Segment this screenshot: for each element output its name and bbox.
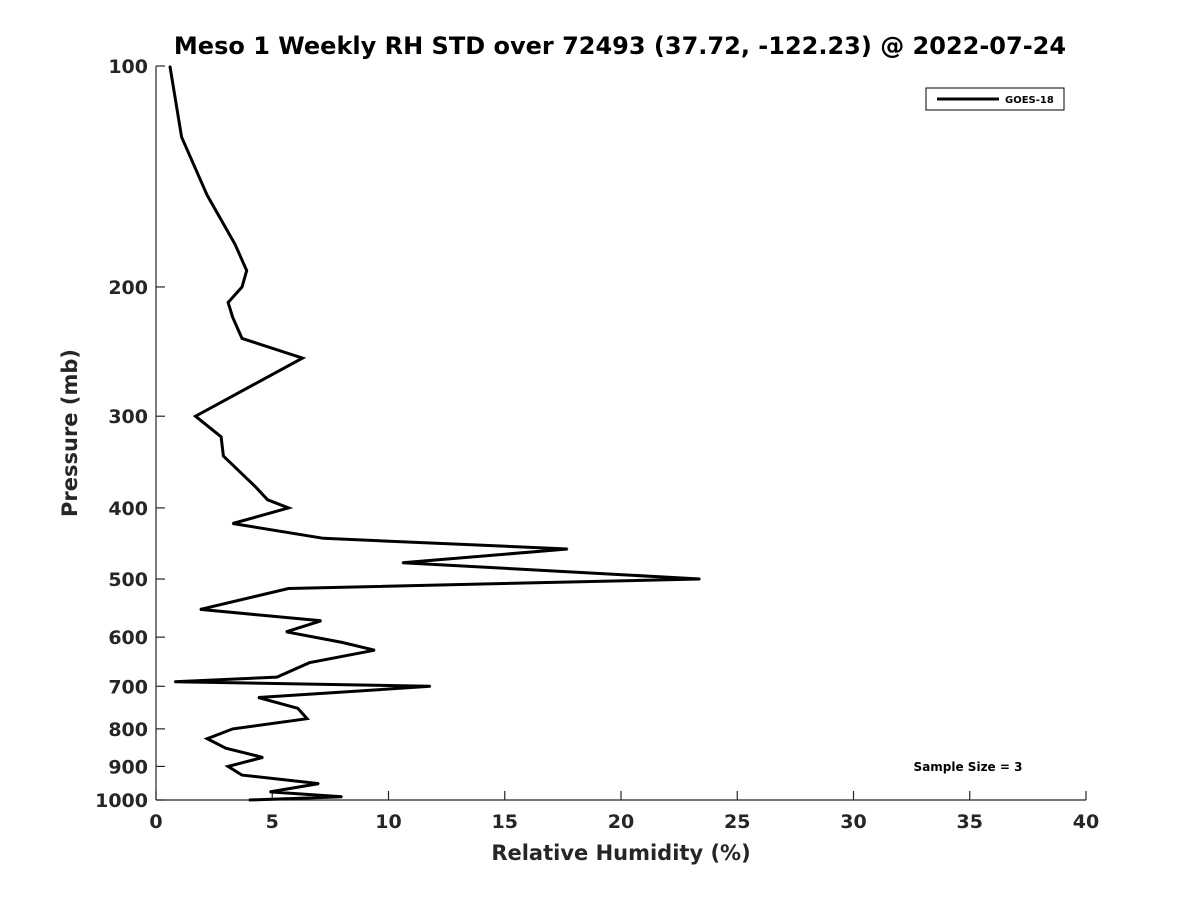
data-point bbox=[429, 685, 432, 688]
data-point bbox=[245, 269, 248, 272]
data-point bbox=[173, 680, 176, 683]
y-ticks: 100 200 300 400 500 600 700 800 900 1000 bbox=[95, 56, 165, 812]
x-axis-label: Relative Humidity (%) bbox=[491, 841, 750, 865]
x-tick-label: 25 bbox=[724, 811, 750, 833]
data-point bbox=[169, 65, 171, 67]
legend: GOES-18 bbox=[925, 87, 1065, 111]
y-tick-label: 300 bbox=[108, 406, 148, 428]
y-tick-label: 900 bbox=[108, 756, 148, 778]
data-point bbox=[225, 747, 227, 749]
data-point bbox=[241, 337, 243, 340]
x-tick-label: 15 bbox=[492, 811, 518, 833]
series-line-goes-18 bbox=[168, 65, 701, 802]
data-point bbox=[194, 415, 197, 418]
data-point bbox=[301, 357, 304, 359]
data-point bbox=[322, 537, 325, 540]
chart-title: Meso 1 Weekly RH STD over 72493 (37.72, … bbox=[174, 32, 1066, 60]
y-tick-label: 100 bbox=[108, 56, 148, 78]
data-point bbox=[180, 136, 183, 138]
data-point bbox=[231, 522, 234, 525]
data-point bbox=[222, 455, 225, 457]
data-point bbox=[266, 499, 269, 501]
data-point bbox=[231, 728, 234, 730]
data-point bbox=[234, 243, 236, 246]
legend-label-goes-18: GOES-18 bbox=[1005, 95, 1054, 106]
data-point bbox=[287, 587, 290, 590]
data-point bbox=[699, 578, 701, 580]
x-tick-label: 30 bbox=[840, 811, 866, 833]
data-point bbox=[373, 649, 376, 651]
data-point bbox=[241, 286, 243, 288]
y-tick-label: 700 bbox=[108, 676, 148, 698]
y-tick-label: 400 bbox=[108, 498, 148, 520]
sample-size-annotation: Sample Size = 3 bbox=[914, 760, 1023, 774]
data-point bbox=[297, 707, 299, 710]
data-point bbox=[220, 436, 222, 438]
data-point bbox=[199, 608, 201, 611]
y-tick-label: 1000 bbox=[95, 790, 148, 812]
y-tick-label: 800 bbox=[108, 719, 148, 741]
data-point bbox=[241, 774, 243, 776]
y-tick-label: 500 bbox=[108, 569, 148, 591]
x-tick-label: 5 bbox=[266, 811, 279, 833]
data-point bbox=[262, 756, 264, 759]
data-point bbox=[566, 548, 569, 550]
data-point bbox=[320, 620, 322, 622]
data-point bbox=[227, 765, 229, 768]
data-point bbox=[285, 631, 288, 633]
series-layer bbox=[168, 65, 701, 802]
data-point bbox=[401, 561, 404, 564]
data-point bbox=[269, 791, 271, 793]
x-ticks: 0 5 10 15 20 25 30 35 40 bbox=[149, 791, 1099, 833]
data-point bbox=[306, 717, 308, 720]
data-point bbox=[257, 696, 260, 699]
data-point bbox=[227, 301, 229, 304]
x-tick-label: 0 bbox=[149, 811, 162, 833]
x-tick-label: 10 bbox=[375, 811, 401, 833]
data-point bbox=[308, 661, 311, 664]
data-point bbox=[255, 486, 257, 489]
data-point bbox=[248, 799, 250, 801]
data-point bbox=[206, 737, 208, 740]
data-point bbox=[231, 316, 234, 319]
data-point bbox=[318, 782, 320, 785]
data-point bbox=[276, 676, 278, 678]
data-point bbox=[206, 194, 208, 197]
data-point bbox=[341, 796, 343, 798]
x-tick-label: 35 bbox=[957, 811, 983, 833]
y-axis-label: Pressure (mb) bbox=[58, 349, 82, 517]
y-tick-label: 200 bbox=[108, 277, 148, 299]
x-tick-label: 20 bbox=[608, 811, 634, 833]
y-tick-label: 600 bbox=[108, 627, 148, 649]
x-tick-label: 40 bbox=[1073, 811, 1099, 833]
data-point bbox=[287, 507, 290, 509]
data-point bbox=[341, 641, 343, 644]
